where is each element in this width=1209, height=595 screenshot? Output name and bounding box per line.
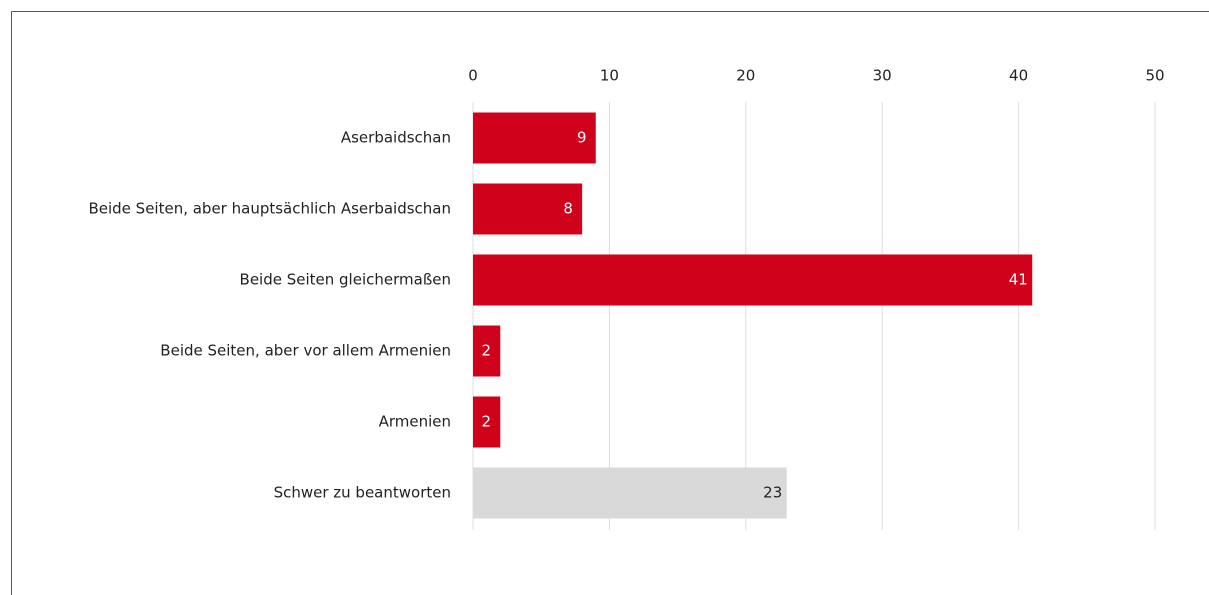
- value-label: 2: [482, 342, 492, 360]
- y-tick-label: Beide Seiten, aber hauptsächlich Aserbai…: [88, 200, 451, 218]
- value-label: 9: [577, 129, 587, 147]
- x-tick-label: 0: [468, 67, 478, 85]
- x-tick-label: 40: [1009, 67, 1028, 85]
- x-tick-label: 20: [736, 67, 755, 85]
- y-tick-label: Beide Seiten, aber vor allem Armenien: [160, 342, 451, 360]
- bar: [473, 396, 501, 448]
- x-tick-label: 10: [600, 67, 619, 85]
- bar: [473, 183, 583, 235]
- value-label: 2: [482, 413, 492, 431]
- x-tick-label: 50: [1145, 67, 1164, 85]
- value-label: 8: [563, 200, 573, 218]
- y-tick-label: Aserbaidschan: [341, 129, 451, 147]
- value-label: 23: [763, 484, 782, 502]
- bar: [473, 467, 787, 519]
- y-tick-label: Beide Seiten gleichermaßen: [240, 271, 451, 289]
- bar: [473, 325, 501, 377]
- x-tick-label: 30: [873, 67, 892, 85]
- bar: [473, 254, 1033, 306]
- value-label: 41: [1009, 271, 1028, 289]
- bar: [473, 112, 596, 164]
- y-tick-label: Armenien: [379, 413, 451, 431]
- y-tick-label: Schwer zu beantworten: [274, 484, 451, 502]
